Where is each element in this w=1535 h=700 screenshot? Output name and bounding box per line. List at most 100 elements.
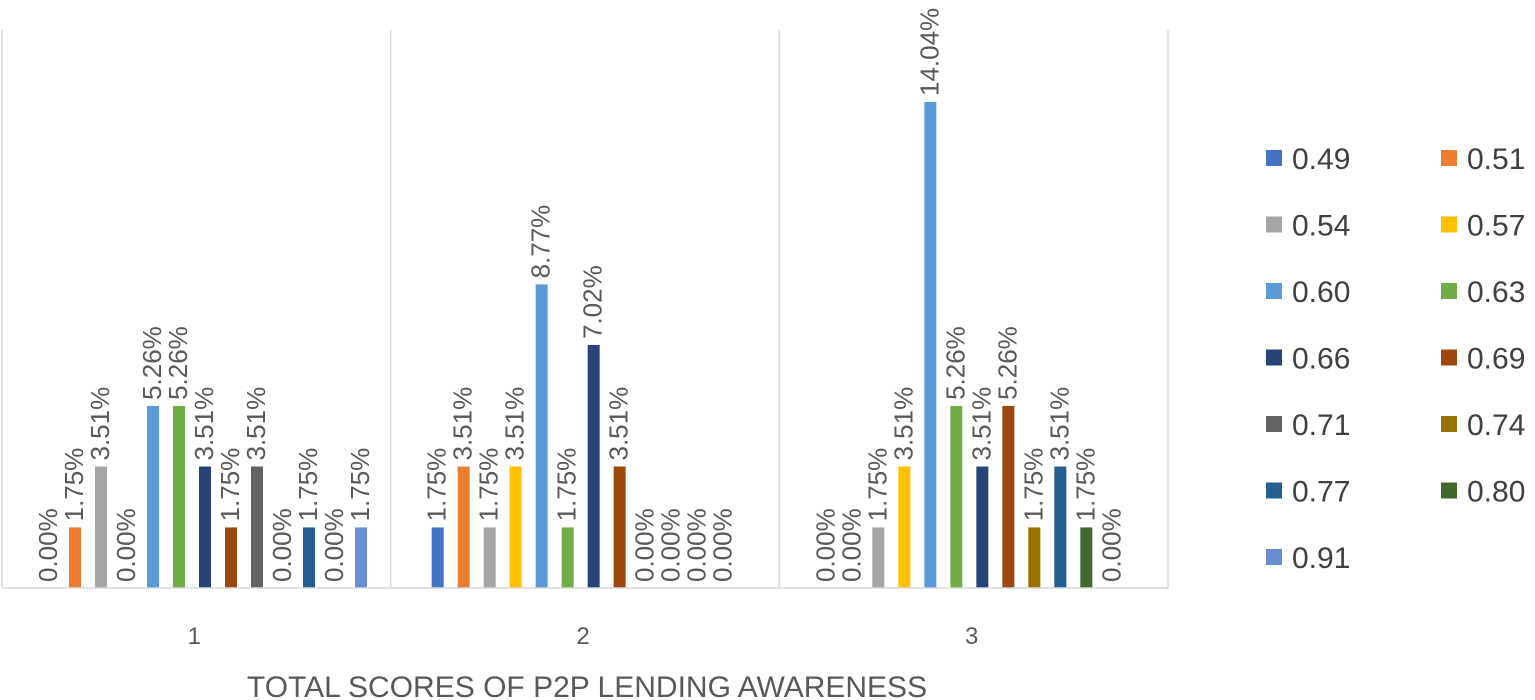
legend-swatch	[1266, 416, 1282, 432]
data-label: 0.00%	[656, 508, 686, 582]
legend-swatch	[1441, 216, 1457, 233]
legend-label: 0.74	[1467, 409, 1525, 442]
data-label: 0.00%	[708, 508, 738, 582]
data-label: 1.75%	[422, 448, 452, 522]
data-label: 3.51%	[500, 387, 530, 461]
data-label: 5.26%	[940, 326, 970, 400]
legend-swatch	[1441, 349, 1457, 366]
data-label: 0.00%	[267, 508, 297, 582]
data-label: 3.51%	[604, 387, 634, 461]
data-label: 5.26%	[163, 326, 193, 400]
data-label: 0.00%	[810, 508, 840, 582]
legend-swatch	[1441, 150, 1457, 166]
legend-label: 0.69	[1467, 343, 1525, 376]
data-label: 3.51%	[241, 387, 271, 461]
legend-item: 0.49	[1266, 143, 1350, 176]
x-tick-label: 2	[576, 623, 589, 650]
bar	[95, 466, 107, 588]
data-label: 3.51%	[189, 387, 219, 461]
bar	[872, 527, 885, 588]
legend-label: 0.54	[1292, 210, 1350, 243]
legend-swatch	[1266, 482, 1282, 499]
bar	[457, 466, 470, 588]
legend-item: 0.77	[1266, 476, 1350, 509]
legend-item: 0.71	[1266, 409, 1350, 442]
bar	[535, 284, 548, 588]
legend-item: 0.60	[1266, 276, 1350, 309]
data-label: 1.75%	[345, 448, 375, 522]
legend-label: 0.60	[1292, 276, 1350, 309]
legend-item: 0.63	[1441, 276, 1525, 309]
data-label: 14.04%	[914, 8, 944, 96]
legend-item: 0.69	[1441, 343, 1525, 376]
legend-item: 0.91	[1266, 542, 1350, 575]
legend-label: 0.66	[1292, 343, 1350, 376]
bar	[147, 405, 159, 588]
data-label: 7.02%	[578, 265, 608, 339]
bar	[924, 102, 937, 588]
bar	[355, 527, 367, 588]
data-label: 1.75%	[1018, 448, 1048, 522]
data-label: 1.75%	[59, 448, 89, 522]
legend-item: 0.54	[1266, 210, 1350, 243]
legend-label: 0.63	[1467, 276, 1525, 309]
x-tick-label: 3	[965, 623, 978, 650]
bar	[69, 527, 81, 588]
data-label: 3.51%	[1044, 387, 1074, 461]
x-axis-title: TOTAL SCORES OF P2P LENDING AWARENESS	[247, 671, 927, 700]
data-label: 5.26%	[992, 326, 1022, 400]
data-labels-layer: 0.00%1.75%3.51%0.00%5.26%5.26%3.51%1.75%…	[33, 8, 1126, 582]
legend: 0.49 0.51 0.54 0.57 0.60 0.63 0.66 0.69 0.71 0.74…	[1266, 143, 1525, 575]
data-label: 0.00%	[682, 508, 712, 582]
x-tick-labels: 1 2 3	[188, 623, 979, 650]
data-label: 1.75%	[552, 448, 582, 522]
data-label: 1.75%	[293, 448, 323, 522]
data-label: 0.00%	[33, 508, 63, 582]
legend-item: 0.57	[1441, 210, 1525, 243]
data-label: 0.00%	[319, 508, 349, 582]
bar	[225, 527, 237, 588]
bar	[587, 345, 600, 588]
legend-label: 0.57	[1467, 210, 1525, 243]
legend-label: 0.51	[1467, 143, 1525, 176]
legend-item: 0.80	[1441, 476, 1525, 509]
bar	[950, 405, 963, 588]
data-label: 3.51%	[85, 387, 115, 461]
data-label: 0.00%	[1096, 508, 1126, 582]
legend-item: 0.51	[1441, 143, 1525, 176]
bar	[1054, 466, 1067, 588]
legend-swatch	[1266, 216, 1282, 233]
legend-swatch	[1441, 283, 1457, 299]
bar	[976, 466, 989, 588]
bar	[613, 466, 626, 588]
legend-item: 0.74	[1441, 409, 1525, 442]
data-label: 5.26%	[137, 326, 167, 400]
bar	[561, 527, 574, 588]
data-label: 0.00%	[111, 508, 141, 582]
data-label: 3.51%	[888, 387, 918, 461]
legend-label: 0.71	[1292, 409, 1350, 442]
data-label: 0.00%	[630, 508, 660, 582]
legend-label: 0.49	[1292, 143, 1350, 176]
bar	[431, 527, 444, 588]
bar	[898, 466, 911, 588]
legend-swatch	[1266, 349, 1282, 366]
bar	[483, 527, 496, 588]
bar	[1002, 405, 1015, 588]
legend-swatch	[1266, 283, 1282, 299]
data-label: 1.75%	[862, 448, 892, 522]
data-label: 3.51%	[448, 387, 478, 461]
x-tick-label: 1	[188, 623, 201, 650]
bars-layer	[69, 102, 1093, 588]
legend-swatch	[1266, 549, 1282, 565]
legend-swatch	[1266, 150, 1282, 166]
legend-label: 0.80	[1467, 476, 1525, 509]
bar	[199, 466, 211, 588]
data-label: 3.51%	[966, 387, 996, 461]
legend-swatch	[1441, 482, 1457, 499]
data-label: 0.00%	[836, 508, 866, 582]
bar	[1028, 527, 1041, 588]
legend-label: 0.77	[1292, 476, 1350, 509]
data-label: 1.75%	[1070, 448, 1100, 522]
